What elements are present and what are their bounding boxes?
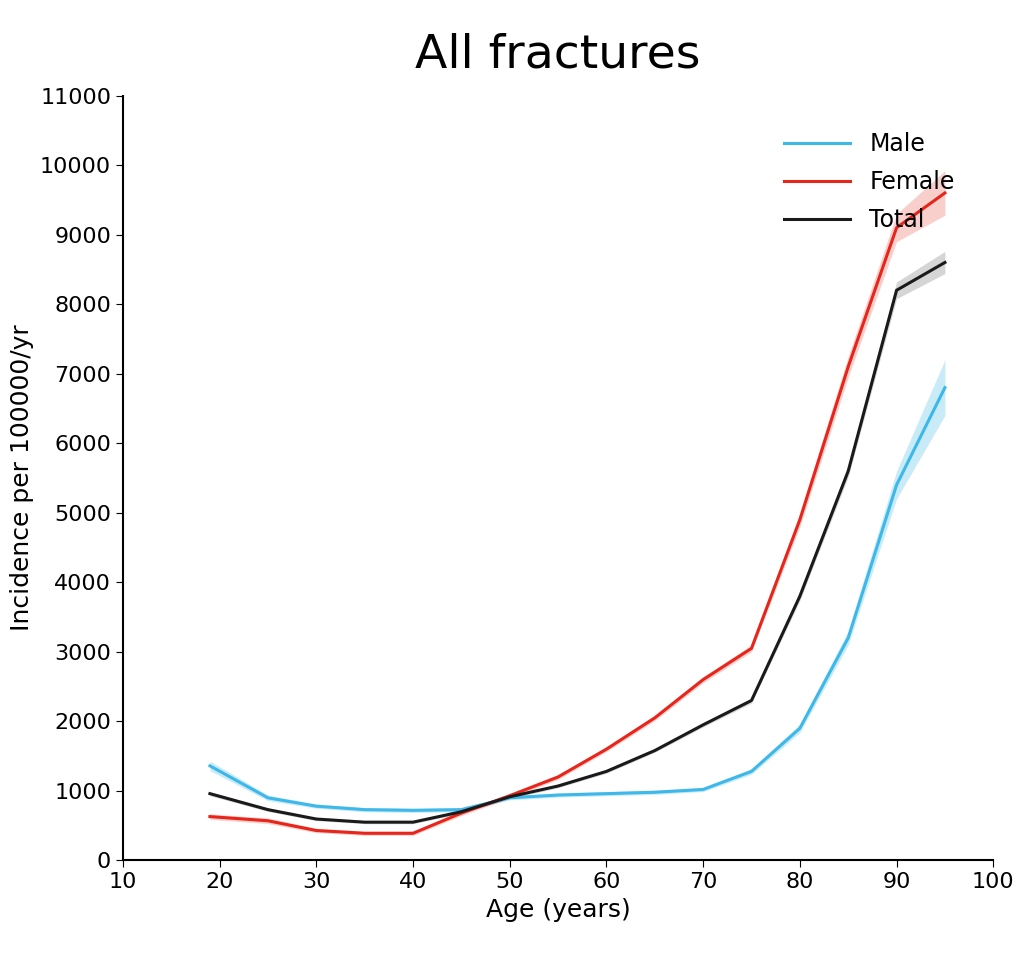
Male [697, 784, 710, 795]
Female [891, 222, 903, 233]
Total [552, 780, 564, 792]
Line: Male: Male [210, 387, 945, 811]
Total [794, 591, 806, 602]
Total [939, 257, 951, 269]
Total [310, 814, 323, 825]
Male [939, 381, 951, 393]
Male [262, 793, 274, 804]
Female [358, 828, 371, 839]
Male [745, 766, 758, 777]
Female [456, 808, 468, 819]
Female [648, 712, 660, 724]
Female [310, 825, 323, 836]
Y-axis label: Incidence per 100000/yr: Incidence per 100000/yr [10, 325, 35, 631]
Total [407, 816, 419, 828]
Male [648, 787, 660, 798]
Female [842, 361, 854, 373]
Total [745, 695, 758, 706]
Total [697, 719, 710, 730]
Title: All fractures: All fractures [416, 33, 700, 77]
Legend: Male, Female, Total: Male, Female, Total [775, 122, 964, 242]
Male [891, 479, 903, 490]
Male [794, 723, 806, 734]
Female [794, 514, 806, 526]
Male [204, 760, 216, 771]
Female [600, 744, 612, 755]
Total [204, 788, 216, 799]
Total [504, 791, 516, 802]
Male [358, 804, 371, 815]
Female [504, 790, 516, 801]
Male [600, 788, 612, 799]
Total [648, 745, 660, 756]
Female [939, 187, 951, 199]
Line: Total: Total [210, 263, 945, 822]
Male [407, 805, 419, 816]
Total [891, 285, 903, 296]
Female [262, 815, 274, 827]
Female [552, 771, 564, 783]
Male [456, 804, 468, 815]
X-axis label: Age (years): Age (years) [485, 898, 631, 922]
Female [407, 828, 419, 839]
Female [697, 674, 710, 685]
Total [842, 466, 854, 477]
Male [842, 632, 854, 643]
Total [262, 804, 274, 815]
Male [552, 790, 564, 801]
Male [504, 793, 516, 804]
Total [358, 816, 371, 828]
Total [456, 806, 468, 817]
Female [204, 811, 216, 822]
Total [600, 766, 612, 777]
Line: Female: Female [210, 193, 945, 834]
Male [310, 800, 323, 812]
Female [745, 642, 758, 654]
